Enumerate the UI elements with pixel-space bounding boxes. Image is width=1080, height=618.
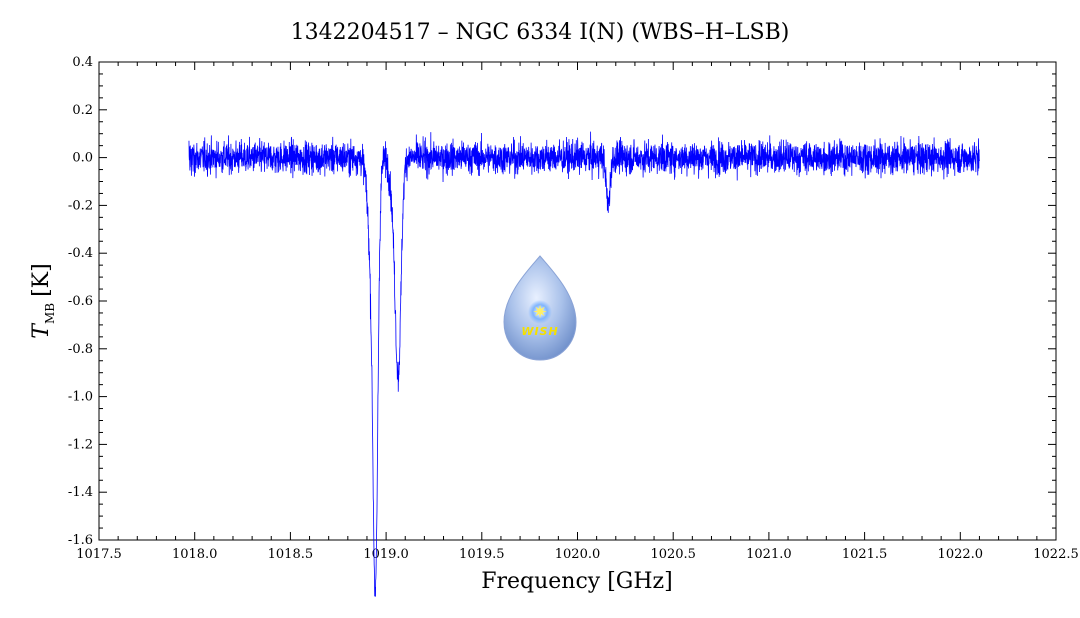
logo-text: WISH [521, 325, 558, 338]
x-tick-label: 1018.5 [268, 547, 314, 562]
y-tick-label: -0.2 [68, 198, 93, 213]
svg-text:TMB[K]: TMB [K] [29, 263, 57, 338]
y-axis-label: TMB [K] [29, 263, 57, 338]
x-tick-label: 1020.0 [555, 547, 601, 562]
y-tick-label: -1.2 [68, 437, 93, 452]
y-tick-label: -0.8 [68, 342, 93, 357]
y-tick-label: 0.0 [72, 151, 93, 166]
y-axis-label-sub: MB [43, 303, 57, 324]
y-tick-label: -1.0 [68, 390, 93, 405]
x-tick-label: 1020.5 [650, 547, 696, 562]
x-tick-label: 1022.5 [1033, 547, 1079, 562]
y-tick-label: -1.6 [68, 533, 93, 548]
x-tick-label: 1021.0 [746, 547, 792, 562]
x-tick-label: 1017.5 [76, 547, 122, 562]
x-tick-label: 1022.0 [938, 547, 984, 562]
star-icon: ✷ [532, 302, 547, 323]
y-axis-label-main: T [29, 322, 54, 339]
x-tick-labels: 1017.5 1018.0 1018.5 1019.0 1019.5 1020.0 1020… [76, 547, 1079, 562]
x-axis-label: Frequency [GHz] [481, 569, 673, 594]
y-tick-label: 0.2 [72, 103, 93, 118]
y-axis-label-unit: [K] [29, 263, 54, 297]
y-tick-label: -0.4 [68, 246, 93, 261]
spectrum-series-line [188, 131, 980, 597]
star-glow [528, 300, 552, 324]
x-tick-label: 1018.0 [172, 547, 218, 562]
axis-ticks [98, 61, 1057, 541]
x-tick-label: 1021.5 [842, 547, 888, 562]
y-tick-label: 0.4 [72, 55, 93, 70]
y-tick-label: -1.4 [68, 485, 93, 500]
wish-logo: ✷ WISH [503, 255, 577, 361]
plot-frame [98, 61, 1057, 541]
x-tick-label: 1019.0 [363, 547, 409, 562]
x-tick-label: 1019.5 [459, 547, 505, 562]
y-tick-labels: 0.4 0.2 0.0 -0.2 -0.4 -0.6 -0.8 -1.0 -1.2 -1.4 -1.… [68, 55, 93, 548]
y-tick-label: -0.6 [68, 294, 93, 309]
chart-title: 1342204517 – NGC 6334 I(N) (WBS–H–LSB) [291, 20, 790, 45]
